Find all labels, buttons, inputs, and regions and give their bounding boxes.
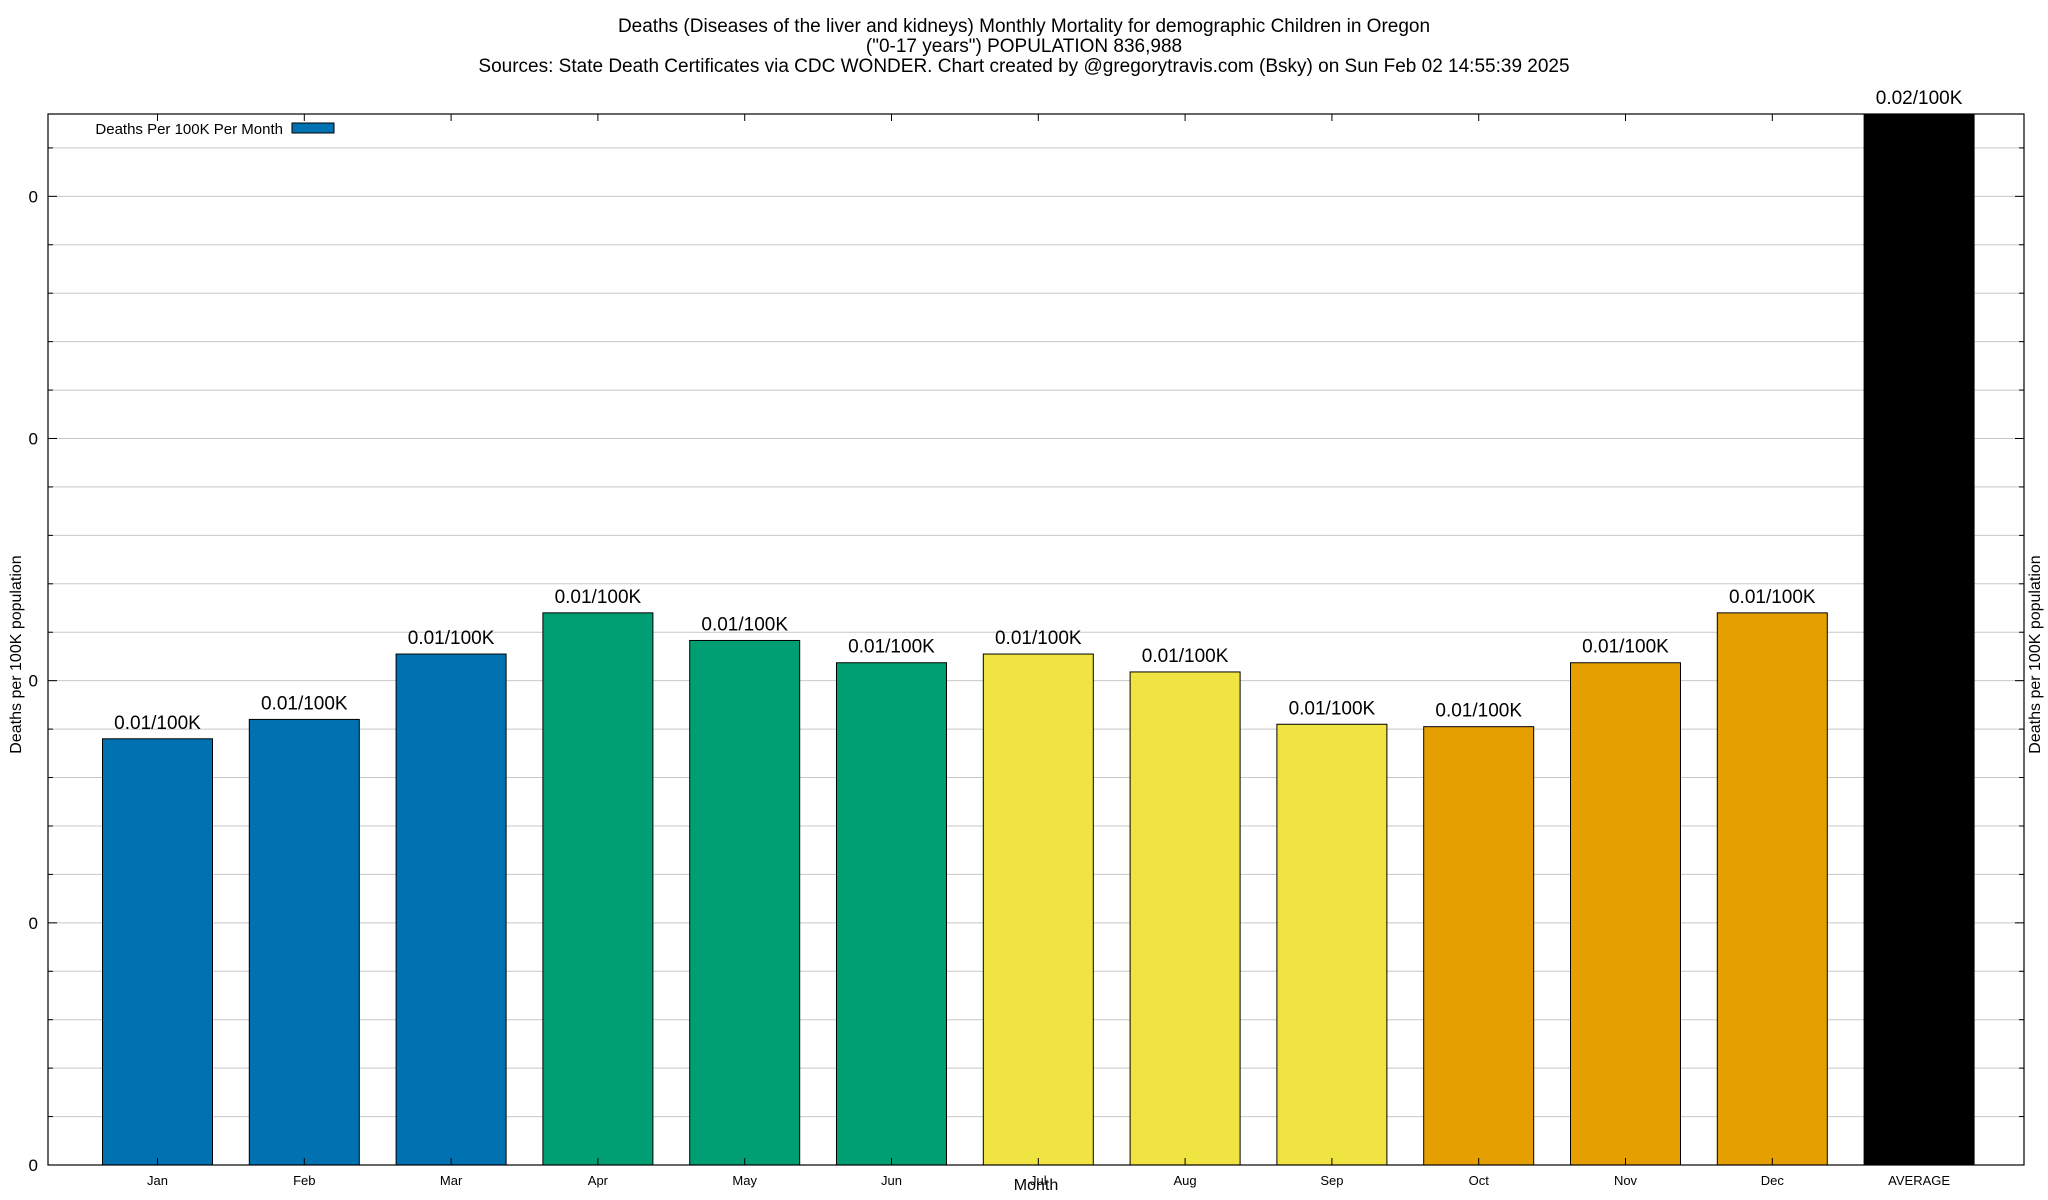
legend-swatch	[291, 122, 335, 134]
x-tick-label: Mar	[440, 1173, 463, 1188]
x-tick-label: Nov	[1614, 1173, 1638, 1188]
bar-value-labels: 0.01/100K 0.01/100K 0.01/100K 0.01/100K 0.01…	[114, 88, 1963, 734]
title-line-1: Deaths (Diseases of the liver and kidney…	[618, 16, 1430, 37]
x-axis-ticks: Jan Feb Mar Apr May Jun Jul Aug Sep Oct Nov Dec AVER…	[147, 114, 1950, 1188]
x-tick-label: Jun	[881, 1173, 902, 1188]
grid-lines	[48, 147, 2024, 1118]
legend-label: Deaths Per 100K Per Month	[95, 121, 283, 138]
bar-value-label: 0.01/100K	[701, 614, 788, 635]
bar-aug	[1129, 671, 1241, 1166]
x-tick-label: Apr	[588, 1173, 609, 1188]
title-line-2: ("0-17 years") POPULATION 836,988	[866, 36, 1182, 57]
y-tick-label: 0	[29, 672, 38, 691]
y-tick-label: 0	[29, 430, 38, 449]
x-tick-label: Jul	[1030, 1173, 1047, 1188]
y2-axis-title: Deaths per 100K population	[2027, 555, 2044, 753]
bar-value-label: 0.01/100K	[408, 628, 495, 649]
y-tick-label: 0	[29, 187, 38, 206]
bar-feb	[248, 718, 360, 1166]
bar-value-label: 0.01/100K	[261, 693, 348, 714]
x-tick-label: Oct	[1469, 1173, 1490, 1188]
bar-value-label: 0.01/100K	[114, 713, 201, 734]
bar-value-label: 0.01/100K	[1142, 646, 1229, 667]
bar-value-label: 0.01/100K	[1435, 701, 1522, 722]
x-tick-label: Sep	[1320, 1173, 1343, 1188]
x-tick-label: Feb	[293, 1173, 315, 1188]
y-axis-ticks: 0 0 0 0 0	[29, 147, 2024, 1175]
bar-apr	[542, 612, 654, 1166]
bar-value-label: 0.01/100K	[1729, 587, 1816, 608]
y-axis-title: Deaths per 100K population	[8, 555, 25, 753]
bar-value-label: 0.01/100K	[995, 628, 1082, 649]
x-tick-label: Jan	[147, 1173, 168, 1188]
bar-value-label: 0.01/100K	[555, 587, 642, 608]
x-tick-label: AVERAGE	[1888, 1173, 1950, 1188]
chart-title: Deaths (Diseases of the liver and kidney…	[478, 16, 1569, 77]
bar-oct	[1423, 726, 1535, 1166]
legend: Deaths Per 100K Per Month	[95, 121, 335, 138]
x-axis-title: Month	[1014, 1177, 1058, 1194]
y-tick-label: 0	[29, 914, 38, 933]
bar-nov	[1570, 662, 1681, 1166]
bar-value-label: 0.01/100K	[1289, 698, 1376, 719]
bar-sep	[1276, 723, 1388, 1166]
x-tick-label: May	[732, 1173, 757, 1188]
bar-value-label: 0.01/100K	[848, 637, 935, 658]
plot-frame	[47, 113, 2025, 1166]
x-tick-label: Dec	[1761, 1173, 1785, 1188]
bar-value-label: 0.02/100K	[1876, 88, 1963, 109]
bar-jan	[102, 738, 213, 1166]
bar-may	[689, 639, 801, 1166]
bar-average	[1863, 113, 1975, 1166]
bar-dec	[1716, 612, 1828, 1166]
y-tick-label: 0	[29, 1156, 38, 1175]
bar-jun	[836, 662, 947, 1166]
bar-mar	[395, 653, 507, 1166]
bar-value-label: 0.01/100K	[1582, 637, 1669, 658]
bars	[102, 113, 1975, 1166]
title-line-3: Sources: State Death Certificates via CD…	[478, 56, 1569, 77]
bar-jul	[982, 653, 1094, 1166]
x-tick-label: Aug	[1174, 1173, 1197, 1188]
